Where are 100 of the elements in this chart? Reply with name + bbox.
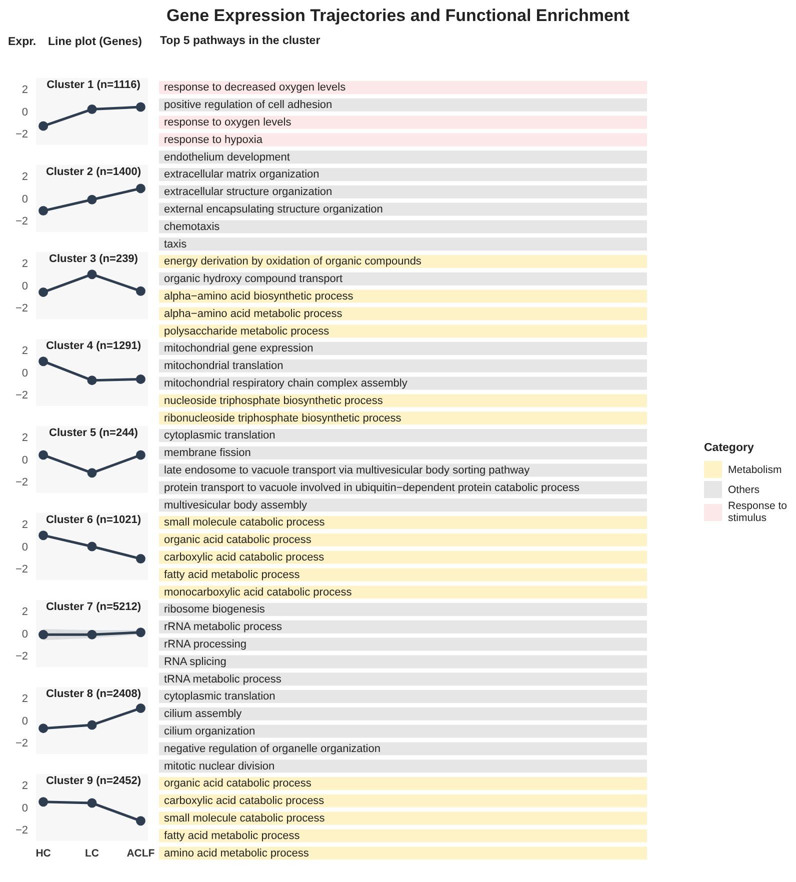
chart-title: Cluster 4 (n=1291)	[44, 340, 142, 352]
y-tick-label: 0	[22, 628, 28, 640]
y-tick-label: 2	[22, 84, 28, 96]
x-tick-label: HC	[36, 847, 52, 860]
y-tick-label: −2	[15, 824, 28, 837]
y-axis-title: Expr.	[8, 36, 36, 48]
y-tick-label: 2	[22, 780, 28, 792]
y-tick-label: 2	[22, 693, 28, 706]
point	[38, 797, 48, 807]
y-tick-label: mitotic nuclear division	[164, 760, 275, 772]
y-tick-label: −2	[15, 564, 28, 576]
y-tick-label: rRNA metabolic process	[164, 621, 282, 634]
point	[38, 206, 48, 216]
y-tick-label: cilium assembly	[164, 708, 242, 720]
chart-title: Gene Expression Trajectories and Functional Enrichment	[166, 6, 630, 26]
point	[136, 816, 146, 826]
y-tick-label: fatty acid metabolic process	[164, 568, 300, 581]
chart-title: Cluster 8 (n=2408)	[44, 688, 142, 700]
y-tick-label: 2	[22, 606, 28, 618]
y-tick-label: organic acid catabolic process	[164, 778, 312, 790]
y-tick-label: 2	[22, 432, 28, 444]
y-tick-label: response to oxygen levels	[164, 116, 292, 128]
chart-title: Cluster 1 (n=1116)	[46, 79, 142, 91]
y-tick-label: endothelium development	[164, 151, 290, 164]
chart-subtitle: Line plot (Genes)	[48, 36, 142, 48]
y-tick-label: 2	[22, 171, 28, 184]
y-tick-label: small molecule catabolic process	[164, 516, 326, 529]
point	[136, 554, 146, 564]
y-tick-label: 2	[22, 345, 28, 358]
chart-title: Cluster 7 (n=5212)	[44, 601, 142, 613]
y-tick-label: mitochondrial translation	[164, 360, 284, 372]
y-tick-label: 2	[22, 258, 28, 270]
legend-title: Category	[704, 442, 755, 454]
y-tick-label: −2	[15, 738, 28, 750]
point	[136, 102, 146, 112]
point	[136, 286, 146, 296]
y-tick-label: RNA splicing	[164, 656, 226, 668]
y-tick-label: monocarboxylic acid catabolic process	[164, 586, 352, 598]
y-tick-label: −2	[15, 390, 28, 402]
point	[87, 720, 97, 730]
legend-label: Response to stimulus	[728, 500, 788, 524]
y-tick-label: energy derivation by oxidation of organic compounds	[164, 256, 422, 268]
chart-title: Cluster 5 (n=244)	[48, 427, 139, 439]
y-tick-label: positive regulation of cell adhesion	[164, 99, 332, 112]
chart-title: Cluster 3 (n=239)	[48, 253, 139, 265]
y-tick-label: −2	[15, 216, 28, 228]
y-tick-label: extracellular matrix organization	[164, 168, 320, 181]
chart-title: Cluster 6 (n=1021)	[44, 514, 142, 526]
y-tick-label: cytoplasmic translation	[164, 430, 276, 442]
y-tick-label: 0	[22, 541, 28, 554]
y-tick-label: chemotaxis	[164, 220, 220, 233]
x-tick-label: ACLF	[126, 847, 156, 860]
point	[87, 542, 97, 552]
point	[87, 270, 97, 280]
point	[38, 287, 48, 297]
y-tick-label: polysaccharide metabolic process	[164, 325, 330, 338]
x-tick-label: LC	[85, 847, 100, 860]
y-tick-label: −2	[15, 302, 28, 315]
y-tick-label: cytoplasmic translation	[164, 690, 276, 703]
y-tick-label: ribosome biogenesis	[164, 604, 266, 616]
point	[136, 184, 146, 194]
chart-title: Cluster 9 (n=2452)	[44, 775, 142, 787]
point	[87, 194, 97, 204]
y-tick-label: extracellular structure organization	[164, 186, 332, 198]
point	[38, 724, 48, 734]
chart-subtitle: Top 5 pathways in the cluster	[160, 35, 320, 47]
y-tick-label: 0	[22, 193, 28, 206]
y-tick-label: mitochondrial gene expression	[164, 342, 314, 355]
y-tick-label: −2	[15, 128, 28, 141]
point	[38, 530, 48, 540]
y-tick-label: late endosome to vacuole transport via multivesicular body sorting pathway	[164, 464, 530, 476]
y-tick-label: organic hydroxy compound transport	[164, 273, 343, 286]
y-tick-label: 0	[22, 802, 28, 814]
point	[38, 121, 48, 131]
y-tick-label: response to decreased oxygen levels	[164, 82, 346, 94]
point	[136, 374, 146, 384]
y-tick-label: protein transport to vacuole involved in ubiquitin−dependent protein catabolic process	[164, 482, 580, 494]
point	[38, 356, 48, 366]
chart-title: Cluster 2 (n=1400)	[44, 166, 142, 178]
legend-label: Others	[728, 484, 760, 496]
point	[87, 104, 97, 114]
y-tick-label: 0	[22, 106, 28, 118]
y-tick-label: membrane fission	[164, 447, 251, 460]
point	[136, 703, 146, 713]
y-tick-label: 2	[22, 519, 28, 532]
point	[87, 798, 97, 808]
y-tick-label: carboxylic acid catabolic process	[164, 795, 325, 808]
y-tick-label: ribonucleoside triphosphate biosynthetic process	[164, 412, 402, 424]
y-tick-label: carboxylic acid catabolic process	[164, 552, 325, 564]
y-tick-label: 0	[22, 454, 28, 466]
y-tick-label: mitochondrial respiratory chain complex assembly	[164, 378, 408, 390]
y-tick-label: 0	[22, 715, 28, 728]
y-tick-label: alpha−amino acid biosynthetic process	[164, 290, 354, 302]
y-tick-label: external encapsulating structure organization	[164, 204, 383, 216]
y-tick-label: taxis	[164, 238, 188, 250]
y-tick-label: nucleoside triphosphate biosynthetic process	[164, 394, 384, 407]
y-tick-label: organic acid catabolic process	[164, 534, 312, 546]
y-tick-label: negative regulation of organelle organization	[164, 742, 380, 755]
y-tick-label: fatty acid metabolic process	[164, 830, 300, 842]
y-tick-label: amino acid metabolic process	[164, 847, 310, 860]
